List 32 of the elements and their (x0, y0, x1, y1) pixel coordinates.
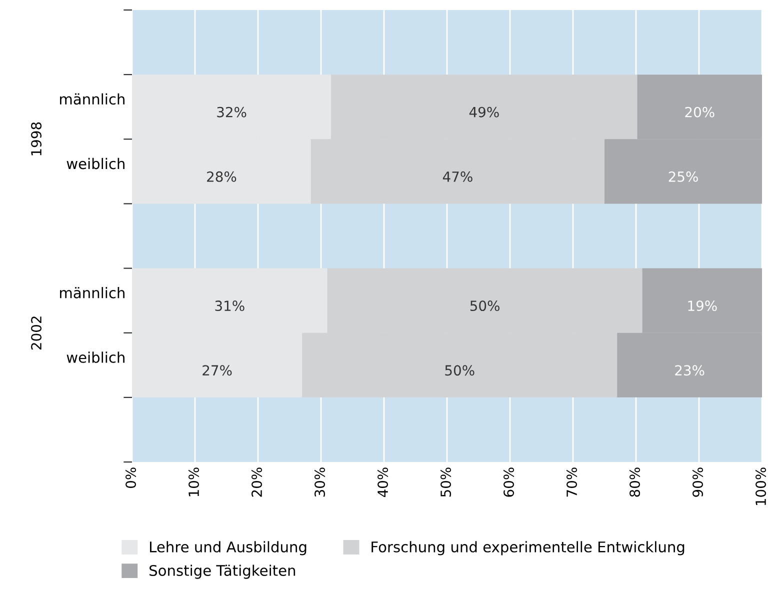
legend-label: Sonstige Tätigkeiten (150, 564, 296, 579)
x-tick-label: 20% (252, 468, 262, 497)
text: 2002 (31, 316, 42, 350)
x-tick-label: 0% (126, 468, 136, 488)
data-label: 28% (207, 171, 236, 182)
y-tick-label: männlich (60, 93, 124, 105)
y-tick-label: weiblich (66, 352, 124, 363)
x-tick-label: 60% (504, 468, 514, 497)
data-label: 27% (202, 365, 232, 376)
data-label: 50% (470, 300, 500, 312)
x-tick-label: 10% (188, 468, 200, 496)
x-tick-label: 90% (692, 468, 704, 497)
legend-label: Forschung und experimentelle Entwicklung (372, 541, 684, 556)
x-tick-label: 30% (314, 468, 326, 497)
data-label: 23% (675, 365, 704, 376)
x-tick-label: 50% (440, 468, 452, 497)
y-tick-label: männlich (60, 287, 124, 298)
data-label: 32% (217, 106, 246, 118)
x-tick-label: 70% (566, 468, 578, 497)
data-label: 19% (688, 300, 717, 312)
data-label: 47% (442, 171, 472, 182)
x-tick-label: 80% (630, 468, 640, 497)
data-label: 25% (668, 171, 698, 182)
x-tick-label: 100% (756, 468, 766, 506)
legend-label: Lehre und Ausbildung (150, 541, 306, 556)
data-label: 31% (215, 300, 244, 312)
data-label: 49% (469, 106, 499, 118)
x-tick-label: 40% (378, 468, 388, 498)
data-label: 20% (685, 106, 714, 118)
y-tick-label: weiblich (66, 158, 124, 170)
data-label: 50% (445, 365, 474, 376)
text: 1998 (31, 122, 42, 156)
